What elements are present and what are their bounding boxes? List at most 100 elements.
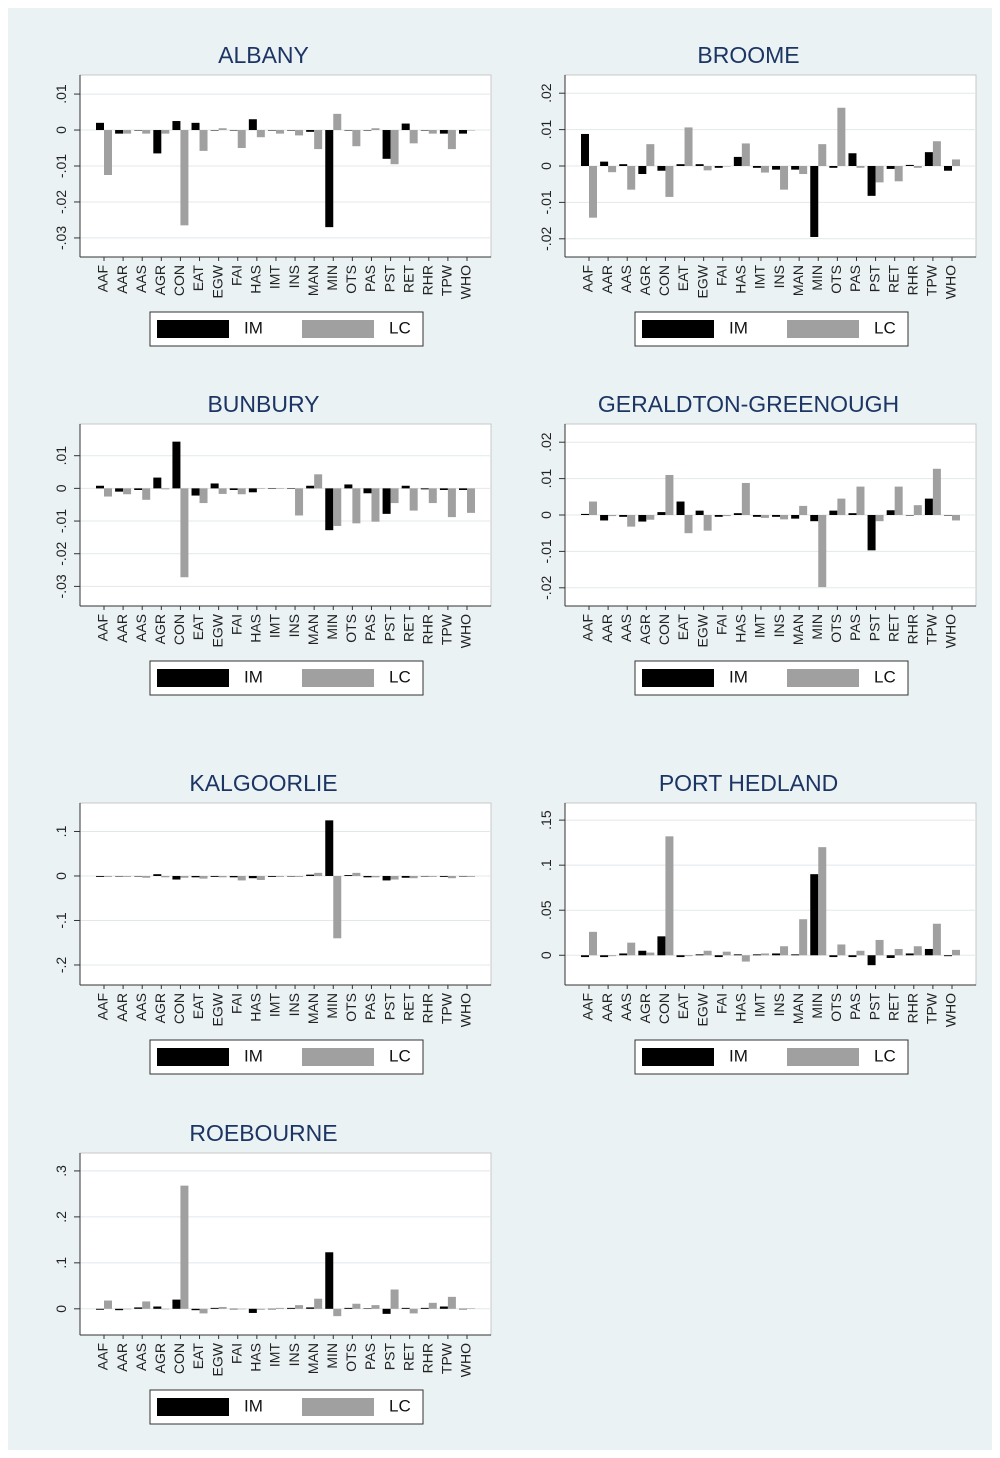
x-tick-label: TPW	[439, 613, 455, 645]
bar	[218, 488, 227, 494]
bar	[581, 133, 589, 166]
bar	[352, 488, 361, 524]
x-tick-label: TPW	[924, 264, 940, 296]
y-tick-label: .02	[538, 83, 554, 103]
bar	[439, 875, 448, 877]
bar	[627, 166, 636, 190]
x-tick-label: RHR	[904, 614, 920, 644]
legend-label: IM	[729, 667, 748, 686]
bar	[267, 1308, 276, 1310]
bar	[619, 164, 628, 166]
x-tick-label: PST	[866, 614, 882, 642]
bar	[306, 1307, 315, 1309]
x-tick-label: MAN	[305, 1343, 321, 1374]
bar	[199, 130, 208, 151]
bar	[913, 505, 922, 515]
bar	[638, 950, 647, 956]
bar	[905, 515, 914, 516]
bar	[459, 875, 467, 877]
x-tick-label: CON	[171, 1343, 187, 1374]
x-tick-label: INS	[771, 614, 787, 637]
bar	[589, 166, 597, 218]
x-tick-label: AAF	[95, 265, 111, 292]
x-tick-label: RHR	[904, 993, 920, 1023]
bar	[459, 1308, 467, 1310]
chart-title: ROEBOURNE	[189, 1120, 337, 1146]
bar	[829, 166, 838, 168]
bar	[275, 488, 284, 489]
bar	[256, 130, 265, 138]
x-tick-label: PST	[866, 993, 882, 1021]
y-tick-label: -.2	[53, 957, 69, 974]
bar	[439, 488, 448, 491]
x-tick-label: HAS	[733, 265, 749, 294]
bar	[237, 875, 246, 881]
bar	[875, 515, 884, 522]
chart-title: KALGOORLIE	[189, 770, 337, 796]
x-tick-label: AAR	[114, 265, 130, 294]
x-tick-label: AAF	[95, 993, 111, 1020]
bar	[924, 152, 933, 166]
bar	[818, 515, 827, 588]
bar	[703, 515, 712, 531]
x-tick-label: AGR	[152, 1343, 168, 1373]
x-tick-label: INS	[286, 993, 302, 1016]
bar	[428, 488, 437, 504]
bar	[256, 488, 265, 489]
bar	[924, 948, 933, 956]
x-tick-label: RET	[885, 265, 901, 293]
bar	[665, 166, 674, 197]
y-tick-label: -.02	[538, 227, 554, 251]
bar	[665, 474, 674, 515]
x-tick-label: INS	[771, 993, 787, 1016]
bar	[619, 953, 628, 956]
bar	[581, 955, 589, 958]
x-tick-label: PAS	[362, 614, 378, 641]
bar	[199, 1308, 208, 1314]
bar	[848, 153, 857, 166]
y-tick-label: .01	[538, 120, 554, 140]
legend-swatch	[642, 320, 714, 338]
x-tick-label: PAS	[847, 265, 863, 292]
bar	[325, 820, 334, 876]
x-tick-label: IMT	[267, 1343, 283, 1368]
x-tick-label: CON	[656, 993, 672, 1024]
bar	[382, 1308, 391, 1314]
x-tick-label: EGW	[209, 613, 225, 647]
bar	[722, 166, 731, 167]
bar	[952, 949, 960, 956]
bar	[295, 1305, 304, 1309]
legend-label: IM	[244, 1396, 263, 1415]
bar	[856, 486, 865, 515]
bar	[676, 164, 685, 166]
bar	[646, 144, 655, 166]
bar	[352, 872, 361, 876]
x-tick-label: EAT	[675, 614, 691, 641]
bar	[191, 122, 200, 131]
x-tick-label: PST	[381, 1343, 397, 1371]
legend-label: IM	[244, 318, 263, 337]
bar	[627, 942, 636, 956]
bar	[608, 166, 617, 173]
bar	[932, 923, 941, 956]
x-tick-label: INS	[286, 614, 302, 637]
x-tick-label: HAS	[248, 265, 264, 294]
bar	[180, 1185, 189, 1309]
bar	[848, 513, 857, 515]
bar	[134, 488, 143, 491]
bar	[684, 955, 693, 957]
bar	[352, 1303, 361, 1309]
bar	[791, 954, 800, 956]
y-tick-label: -.03	[53, 574, 69, 598]
legend-swatch	[302, 320, 374, 338]
bar	[837, 944, 846, 956]
x-tick-label: PAS	[847, 993, 863, 1020]
x-tick-label: CON	[171, 993, 187, 1024]
bar	[924, 498, 933, 515]
legend-swatch	[787, 320, 859, 338]
bar	[153, 477, 162, 489]
x-tick-label: MIN	[809, 993, 825, 1019]
bar	[123, 875, 132, 877]
bar	[237, 130, 246, 149]
bar	[837, 107, 846, 166]
